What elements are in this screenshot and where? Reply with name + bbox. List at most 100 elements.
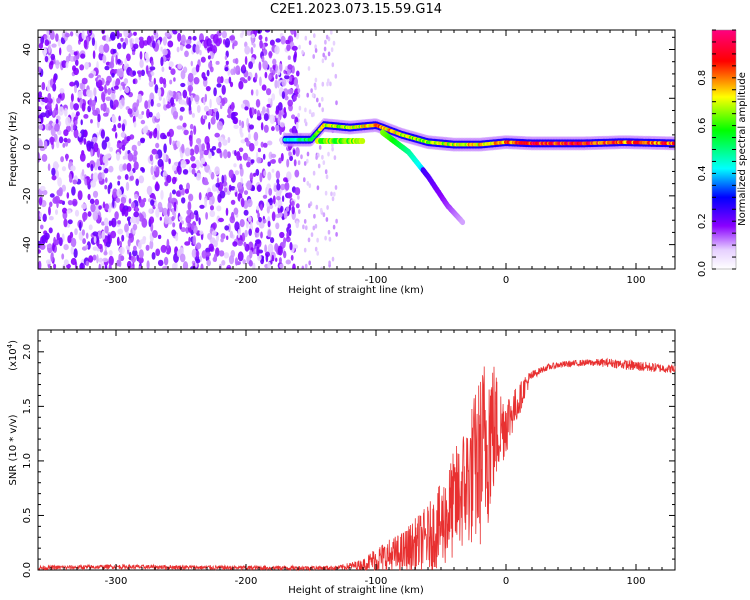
noise-speck (283, 210, 288, 220)
noise-speck (304, 107, 307, 113)
noise-speck (115, 197, 121, 203)
noise-speck (210, 171, 215, 180)
noise-speck (182, 122, 187, 128)
noise-speck (155, 181, 159, 191)
noise-speck (201, 157, 206, 165)
noise-speck (124, 174, 129, 180)
noise-speck (303, 247, 307, 253)
noise-speck (199, 204, 205, 209)
noise-speck (83, 39, 88, 49)
noise-speck (186, 182, 190, 191)
noise-speck (52, 83, 57, 92)
noise-speck (233, 207, 239, 215)
noise-speck (48, 227, 53, 234)
noise-speck (162, 48, 168, 56)
noise-speck (221, 30, 227, 39)
noise-speck (311, 92, 315, 98)
noise-speck (189, 137, 193, 147)
noise-speck (193, 210, 199, 216)
noise-speck (116, 30, 120, 40)
noise-speck (184, 147, 191, 157)
noise-speck (103, 112, 109, 117)
noise-speck (188, 86, 192, 97)
noise-speck (145, 244, 150, 251)
noise-speck (291, 45, 298, 51)
noise-speck (225, 207, 229, 216)
noise-speck (149, 239, 154, 250)
noise-speck (322, 160, 326, 166)
noise-speck (214, 132, 220, 138)
noise-speck (82, 238, 86, 245)
noise-speck (151, 252, 156, 260)
noise-speck (91, 136, 98, 143)
noise-speck (267, 243, 274, 254)
noise-speck (241, 120, 245, 129)
noise-speck (96, 254, 99, 264)
noise-speck (47, 163, 51, 171)
noise-speck (171, 164, 177, 172)
noise-speck (59, 88, 65, 94)
noise-speck (157, 259, 164, 267)
noise-speck (258, 61, 262, 71)
noise-speck (54, 195, 60, 204)
noise-speck (77, 190, 83, 201)
noise-speck (97, 243, 103, 250)
noise-speck (70, 246, 74, 255)
noise-speck (321, 96, 324, 102)
noise-speck (90, 180, 97, 188)
noise-speck (138, 175, 145, 184)
noise-speck (270, 153, 277, 158)
noise-speck (93, 236, 97, 244)
noise-speck (210, 205, 214, 211)
noise-speck (102, 165, 106, 170)
noise-speck (172, 110, 179, 120)
noise-speck (291, 125, 297, 135)
noise-speck (107, 234, 110, 244)
noise-speck (104, 225, 109, 234)
noise-speck (307, 237, 311, 243)
noise-speck (322, 212, 326, 218)
noise-speck (90, 148, 93, 157)
noise-speck (162, 78, 167, 85)
noise-speck (203, 180, 209, 186)
noise-speck (83, 114, 89, 119)
noise-speck (162, 134, 167, 140)
noise-speck (88, 141, 94, 152)
noise-speck (179, 44, 184, 52)
noise-speck (279, 231, 285, 239)
colorbar-tick-label: 0.4 (697, 165, 708, 181)
noise-speck (204, 198, 208, 208)
noise-speck (200, 56, 206, 63)
noise-speck (265, 36, 268, 42)
noise-speck (208, 151, 212, 159)
noise-speck (74, 209, 80, 217)
noise-speck (146, 185, 153, 196)
noise-speck (63, 244, 69, 251)
noise-speck (133, 150, 138, 157)
noise-speck (92, 109, 99, 116)
noise-speck (196, 242, 202, 250)
noise-speck (73, 51, 78, 56)
noise-speck (121, 234, 125, 242)
noise-speck (81, 102, 86, 112)
noise-speck (198, 217, 201, 226)
colorbar-label: Normalized spectral amplitude (737, 72, 748, 226)
noise-speck (105, 96, 112, 102)
noise-speck (249, 124, 254, 130)
noise-speck (122, 42, 127, 50)
noise-speck (330, 30, 333, 35)
noise-speck (313, 82, 317, 88)
noise-speck (237, 228, 241, 239)
noise-speck (48, 206, 51, 216)
noise-speck (126, 135, 131, 142)
noise-speck (272, 58, 277, 66)
noise-speck (276, 183, 281, 191)
noise-speck (291, 114, 296, 120)
noise-speck (280, 205, 284, 213)
noise-speck (297, 88, 301, 93)
noise-speck (328, 236, 332, 242)
noise-speck (123, 30, 129, 38)
noise-speck (67, 219, 73, 225)
noise-speck (180, 159, 187, 169)
noise-speck (116, 188, 122, 198)
